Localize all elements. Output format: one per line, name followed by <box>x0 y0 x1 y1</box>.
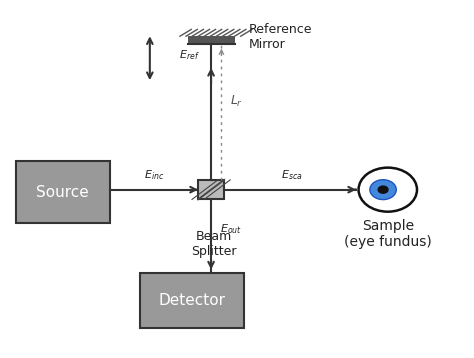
Bar <box>198 180 224 199</box>
Bar <box>16 161 110 223</box>
Text: $E_{sca}$: $E_{sca}$ <box>281 168 302 182</box>
Bar <box>188 36 235 44</box>
Text: Beam
Splitter: Beam Splitter <box>191 229 236 258</box>
Text: Source: Source <box>36 185 89 200</box>
Circle shape <box>377 185 389 194</box>
Bar <box>140 273 244 328</box>
Text: $E_{out}$: $E_{out}$ <box>219 222 242 236</box>
Text: $E_{ref}$: $E_{ref}$ <box>179 48 199 62</box>
Text: $L_r$: $L_r$ <box>230 94 243 109</box>
Circle shape <box>358 168 417 212</box>
Text: Reference
Mirror: Reference Mirror <box>249 23 312 50</box>
Text: Detector: Detector <box>159 293 226 308</box>
Circle shape <box>370 180 396 200</box>
Text: Sample
(eye fundus): Sample (eye fundus) <box>344 219 432 249</box>
Text: $E_{inc}$: $E_{inc}$ <box>144 168 164 182</box>
